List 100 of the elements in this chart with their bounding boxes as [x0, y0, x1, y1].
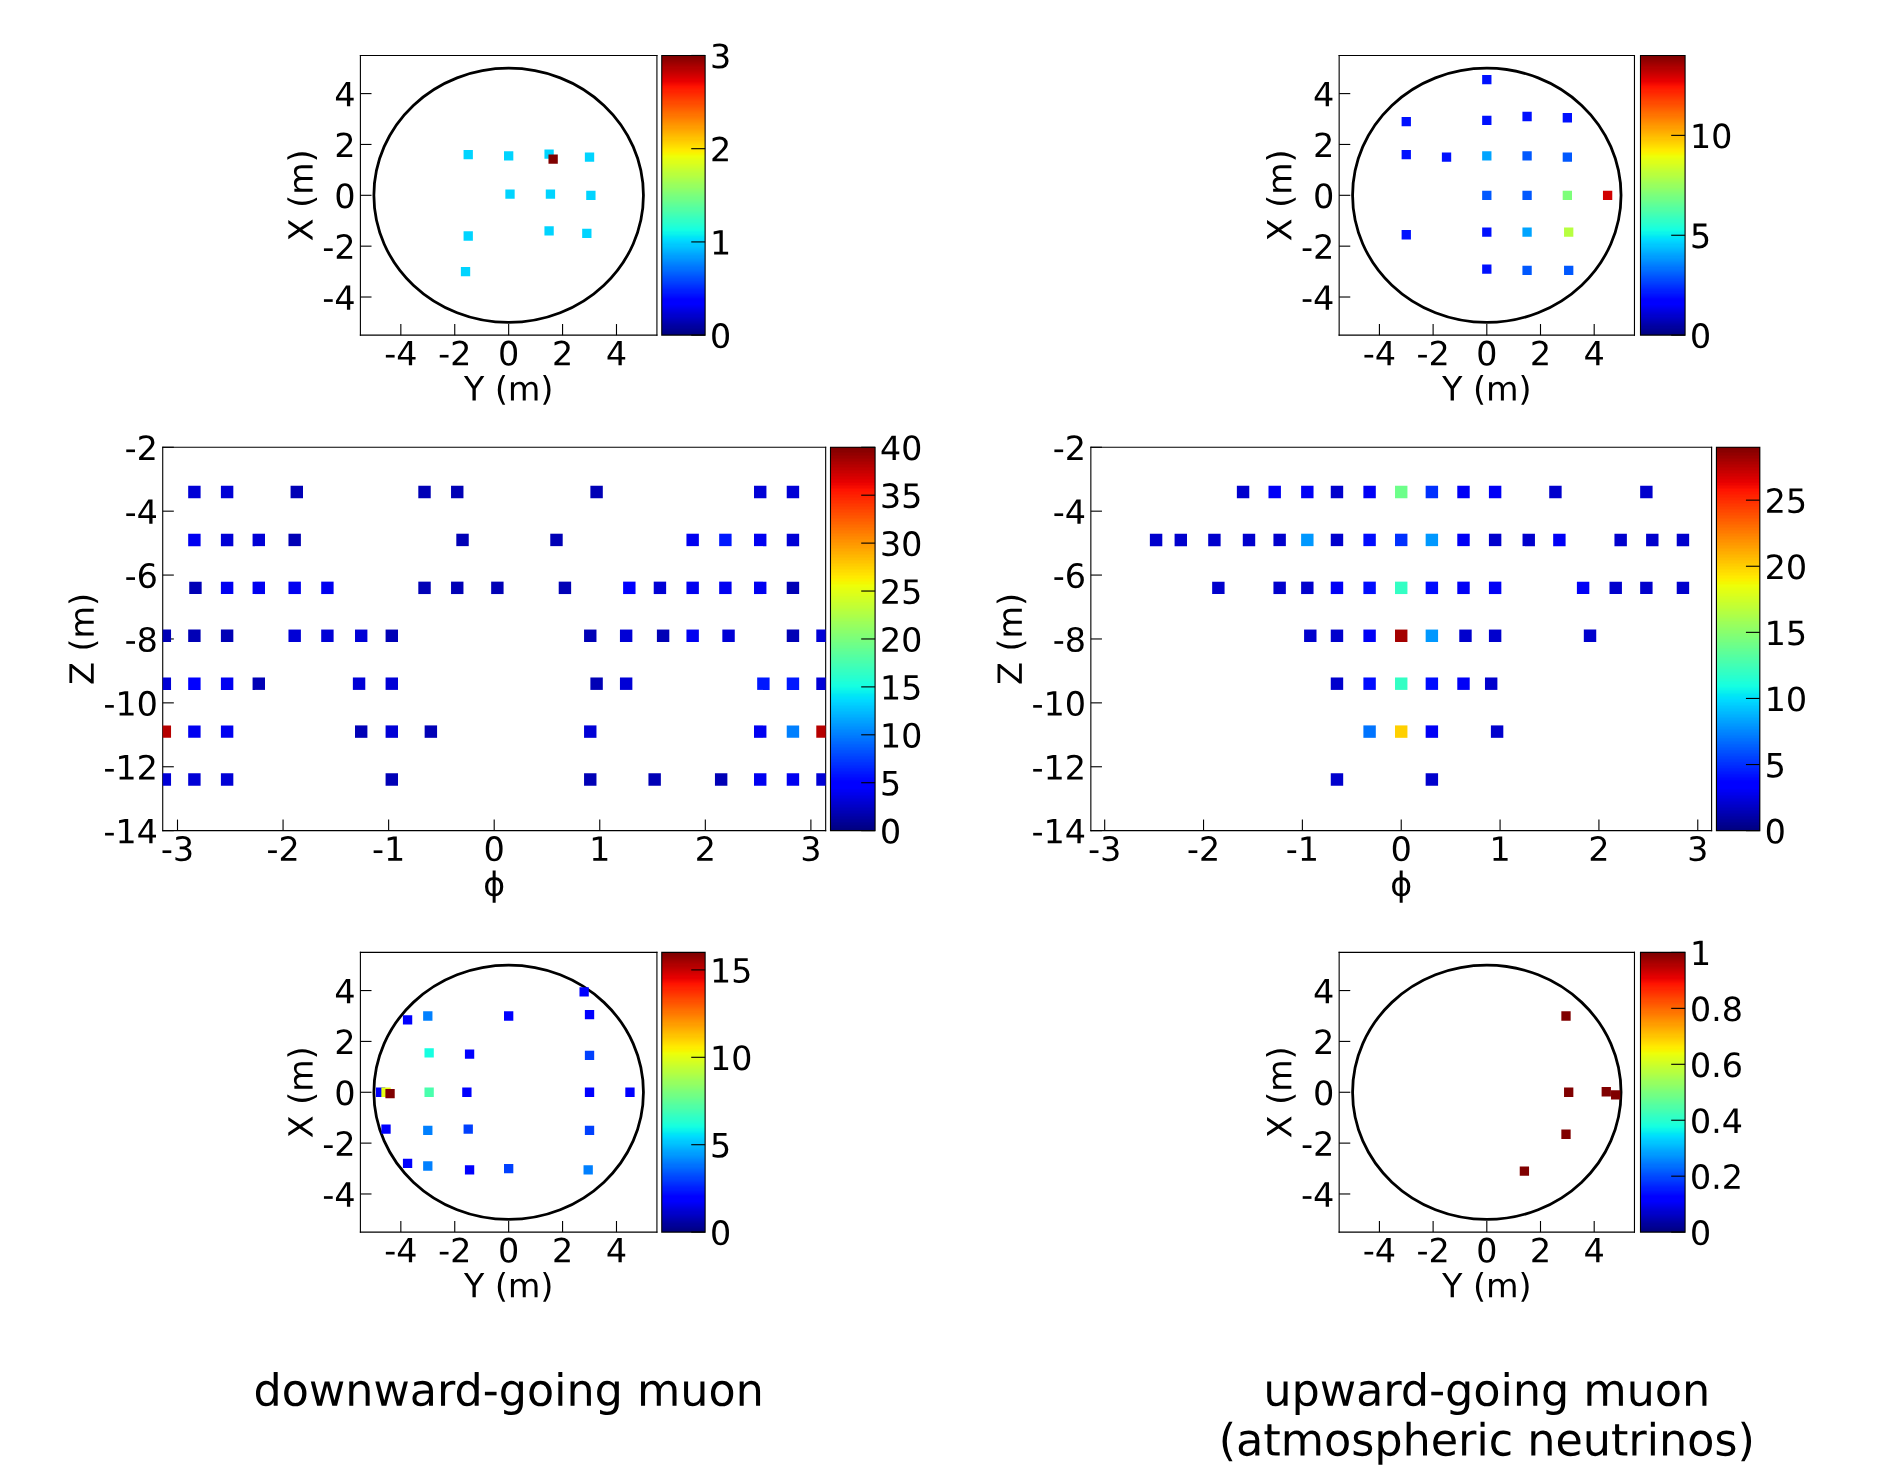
x-axis-title: Y (m) [1442, 375, 1529, 405]
point [381, 1124, 391, 1134]
point [463, 149, 473, 160]
x-axis-title: Y (m) [1442, 1272, 1529, 1302]
color-bar-label: 20 [1767, 554, 1805, 580]
x-tick-label: 0 [500, 340, 518, 366]
x-tick-label: 0 [1392, 836, 1410, 862]
x-tick-label: -4 [385, 341, 416, 366]
x-tick-label: -3 [162, 836, 192, 862]
color-bar-label: 0.6 [1692, 1052, 1741, 1078]
color-bar-label: 0 [1692, 323, 1709, 349]
y-tick-label: 4 [1314, 81, 1333, 107]
y-tick-label: 0 [1315, 183, 1333, 209]
y-tick-label: 0 [336, 183, 354, 209]
text: downward-going muon [255, 1371, 761, 1415]
y-tick-label: -14 [105, 819, 156, 844]
y-axis-title: X (m) [287, 1049, 317, 1138]
point [460, 266, 471, 277]
point [1482, 264, 1492, 274]
color-bar-label: 0.8 [1692, 996, 1741, 1022]
point [1482, 115, 1492, 125]
point [1564, 227, 1574, 237]
x-axis-title: ϕ [1392, 870, 1411, 903]
point [1401, 116, 1411, 127]
point [1401, 230, 1411, 240]
point [505, 189, 515, 199]
color-bar-label: 0 [712, 1220, 729, 1246]
point [584, 1010, 595, 1020]
x-tick-label: 1 [592, 836, 608, 861]
color-bar-label: 25 [882, 578, 920, 605]
x-axis-title: Y (m) [463, 1272, 551, 1302]
x-axis-title: ϕ [485, 870, 504, 903]
x-tick-label: -4 [1364, 341, 1395, 366]
y-tick-label: -2 [126, 435, 155, 460]
color-bar-label: 20 [882, 626, 921, 653]
x-tick-label: -2 [1418, 340, 1447, 366]
color-bar-label: 10 [883, 722, 921, 748]
x-tick-label: 2 [1532, 340, 1548, 366]
x-tick-label: 4 [607, 1238, 626, 1263]
y-tick-label: -4 [323, 1182, 354, 1207]
color-bar-label: 25 [1767, 488, 1805, 514]
point [1562, 152, 1573, 162]
x-tick-label: -2 [1188, 836, 1217, 861]
color-bar-label: 15 [713, 958, 750, 984]
point [584, 1125, 595, 1136]
point [584, 152, 595, 162]
y-tick-label: 2 [1315, 1029, 1331, 1055]
x-tick-label: 2 [554, 340, 570, 366]
y-axis-title: X (m) [1266, 1049, 1296, 1138]
y-tick-label: -4 [1302, 1182, 1333, 1207]
color-bar-label: 10 [713, 1045, 751, 1071]
point [424, 1048, 434, 1058]
point [423, 1011, 433, 1021]
y-tick-label: -10 [1033, 690, 1084, 716]
point [464, 1049, 475, 1059]
point [548, 154, 558, 164]
point [504, 151, 514, 161]
color-bar-label: 1 [713, 230, 729, 255]
point [1522, 227, 1532, 237]
x-tick-label: -2 [439, 340, 469, 366]
y-tick-label: -10 [105, 690, 156, 716]
color-bar-label: 0.2 [1692, 1164, 1740, 1190]
x-tick-label: -1 [373, 836, 403, 861]
point [544, 226, 554, 236]
point [1401, 149, 1411, 160]
y-tick-label: -12 [105, 754, 155, 780]
point [1519, 1166, 1530, 1176]
color-bar-label: 1 [1693, 940, 1709, 966]
point [1522, 111, 1532, 122]
point [1562, 113, 1573, 123]
point [1522, 190, 1532, 200]
point [402, 1015, 413, 1025]
y-tick-label: -2 [1302, 1131, 1331, 1156]
point [1522, 265, 1532, 275]
point [625, 1087, 635, 1097]
x-tick-label: -4 [1364, 1238, 1395, 1263]
color-bar-label: 15 [1768, 620, 1805, 646]
color-bar-label: 10 [1768, 686, 1805, 712]
point [1564, 265, 1574, 275]
color-bar-label: 40 [881, 435, 921, 461]
point [462, 1087, 472, 1097]
point [385, 1088, 395, 1099]
y-tick-label: 0 [336, 1080, 354, 1106]
point [1482, 151, 1492, 161]
point [504, 1163, 514, 1174]
point [1482, 74, 1492, 85]
y-axis-title: X (m) [287, 152, 317, 241]
color-bar-label: 15 [883, 675, 920, 701]
y-tick-label: 2 [1315, 132, 1331, 158]
color-bar-label: 0.4 [1692, 1108, 1742, 1134]
y-tick-label: -4 [323, 285, 354, 310]
point [1441, 152, 1452, 162]
y-tick-label: 0 [1315, 1080, 1333, 1106]
y-tick-label: -2 [323, 1131, 353, 1156]
color-bar-label: 0 [712, 323, 729, 349]
x-tick-label: 0 [1478, 1237, 1496, 1263]
color-bar-label: 0 [882, 818, 899, 844]
point [1564, 1087, 1574, 1097]
x-tick-label: 2 [1590, 836, 1607, 861]
y-axis-title: Z (m) [996, 595, 1027, 684]
